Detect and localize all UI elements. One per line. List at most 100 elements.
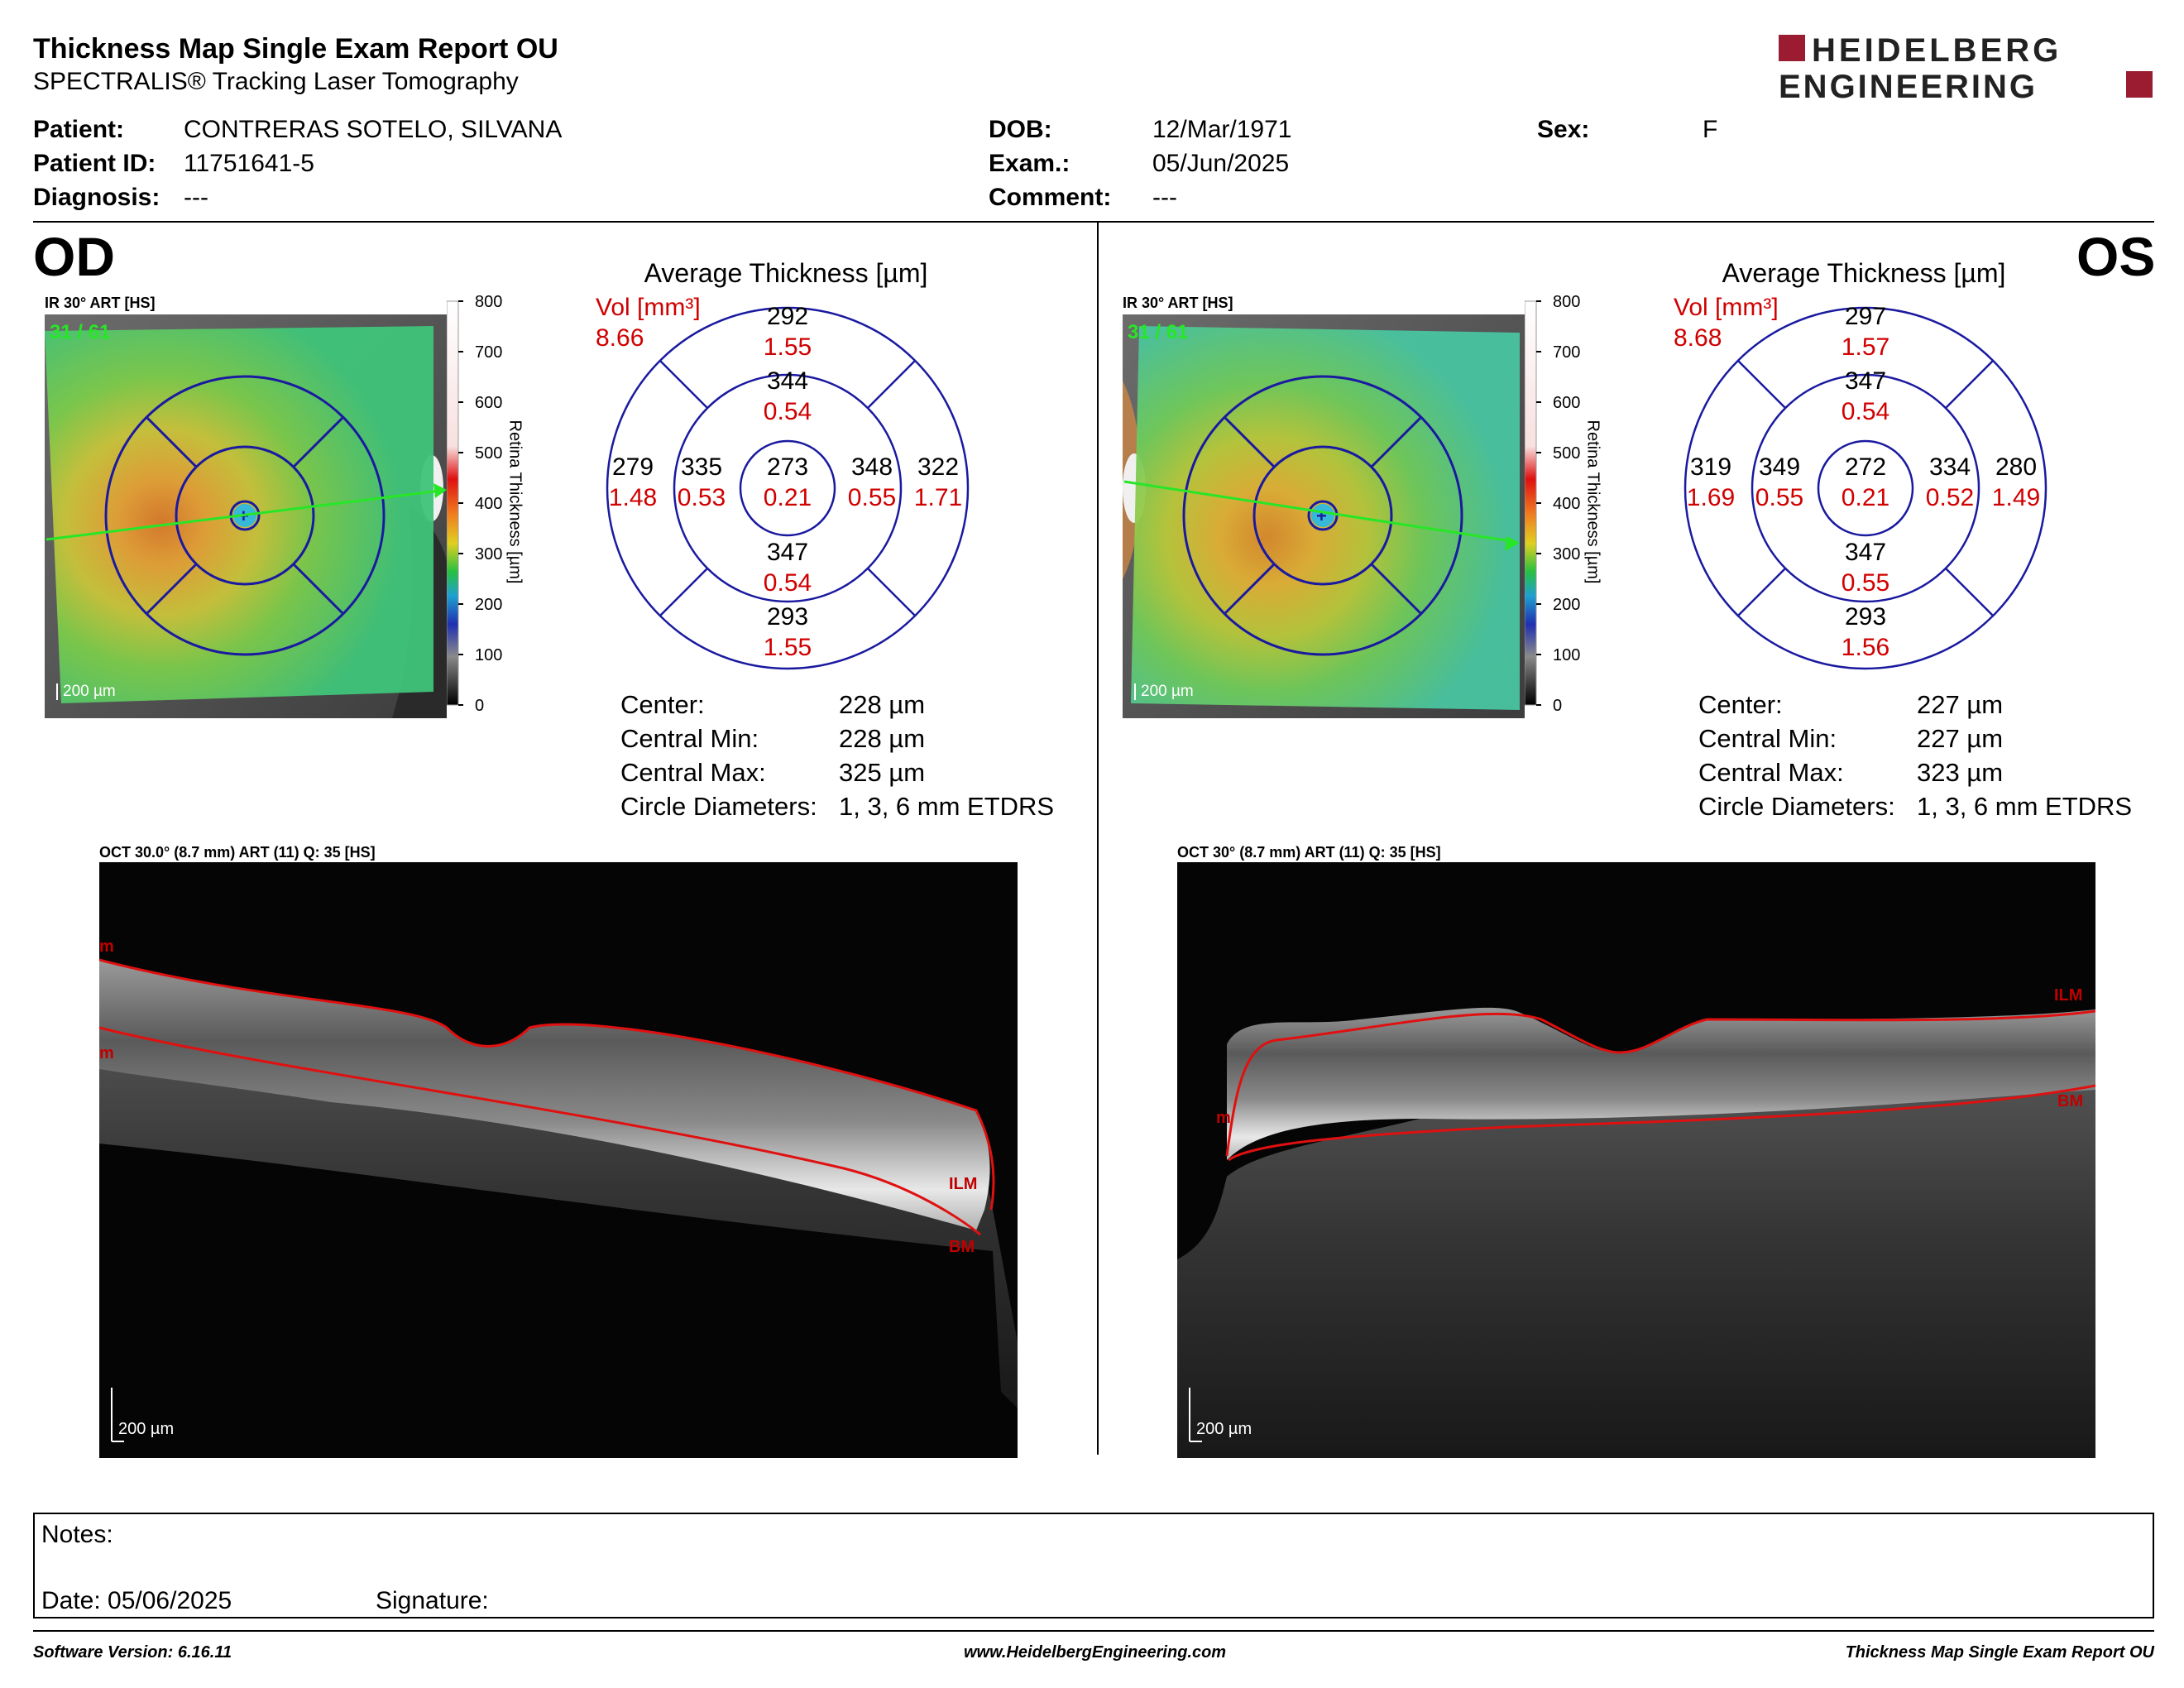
patient-id: 11751641-5 bbox=[184, 150, 314, 177]
os-cb-title: Retina Thickness [µm] bbox=[1583, 420, 1602, 584]
od-min-label: Central Min: bbox=[620, 724, 759, 753]
os-diam-label: Circle Diameters: bbox=[1698, 792, 1895, 821]
os-outer-inferior-vol: 1.56 bbox=[1841, 634, 1890, 661]
os-inner-inferior-vol: 0.55 bbox=[1841, 569, 1890, 597]
od-inner-superior-thk: 344 bbox=[766, 367, 809, 395]
od-oct-scale: 200 µm bbox=[118, 1420, 175, 1438]
od-vol-label: Vol [mm³] bbox=[596, 294, 701, 321]
os-center-thk: 272 bbox=[1844, 453, 1887, 481]
od-inner-temporal-thk: 335 bbox=[680, 453, 723, 481]
sex-value: F bbox=[1703, 116, 1718, 143]
od-inner-nasal-thk: 348 bbox=[850, 453, 893, 481]
exam-value: 05/Jun/2025 bbox=[1152, 150, 1290, 177]
patient-label: Patient: bbox=[33, 116, 125, 143]
od-bm-label: BM bbox=[949, 1238, 975, 1256]
od-diam-value: 1, 3, 6 mm ETDRS bbox=[839, 792, 1055, 821]
os-cb-tick-300: 300 bbox=[1553, 545, 1581, 563]
os-max-label: Central Max: bbox=[1698, 758, 1844, 787]
os-min-value: 227 µm bbox=[1917, 724, 2004, 753]
os-bm-label: BM bbox=[2057, 1092, 2084, 1110]
notes-box[interactable]: Notes: Date: 05/06/2025 Signature: bbox=[33, 1513, 2154, 1618]
od-ir-scale: 200 µm bbox=[63, 683, 116, 700]
os-outer-inferior-thk: 293 bbox=[1844, 603, 1887, 631]
os-cb-tick-100: 100 bbox=[1553, 646, 1581, 664]
os-outer-nasal-thk: 280 bbox=[1995, 453, 2038, 481]
os-center-value: 227 µm bbox=[1917, 690, 2004, 719]
od-ilm-label: ILM bbox=[949, 1175, 978, 1193]
os-inner-temporal-vol: 0.55 bbox=[1755, 484, 1804, 511]
svg-text:+: + bbox=[1316, 506, 1327, 526]
os-min-label: Central Min: bbox=[1698, 724, 1837, 753]
exam-label: Exam.: bbox=[989, 150, 1070, 177]
od-center-thk: 273 bbox=[766, 453, 809, 481]
od-outer-superior-thk: 292 bbox=[766, 303, 809, 330]
od-ir-scale-bar bbox=[56, 683, 58, 700]
os-inner-temporal-thk: 349 bbox=[1758, 453, 1801, 481]
os-max-value: 323 µm bbox=[1917, 758, 2004, 787]
od-cb-tick-0: 0 bbox=[475, 697, 485, 715]
od-cb-tick-400: 400 bbox=[475, 495, 503, 513]
os-frame-count: 31 / 61 bbox=[1128, 321, 1189, 343]
os-cb-tick-400: 400 bbox=[1553, 495, 1581, 513]
os-oct-label: OCT 30° (8.7 mm) ART (11) Q: 35 [HS] bbox=[1177, 844, 1441, 861]
os-oct-scale: 200 µm bbox=[1196, 1420, 1252, 1438]
od-max-label: Central Max: bbox=[620, 758, 766, 787]
od-cb-title: Retina Thickness [µm] bbox=[505, 420, 524, 584]
od-inner-nasal-vol: 0.55 bbox=[847, 484, 897, 511]
od-min-value: 228 µm bbox=[839, 724, 926, 753]
od-bm-left-label: m bbox=[99, 1044, 114, 1062]
od-outer-temporal-vol: 1.48 bbox=[608, 484, 658, 511]
dob-label: DOB: bbox=[989, 116, 1052, 143]
date-label: Date: 05/06/2025 bbox=[41, 1587, 232, 1614]
os-cb-tick-500: 500 bbox=[1553, 444, 1581, 463]
eye-divider bbox=[1097, 222, 1099, 1455]
os-bm-left-label: m bbox=[1216, 1109, 1231, 1127]
os-center-label: Center: bbox=[1698, 690, 1783, 719]
od-inner-temporal-vol: 0.53 bbox=[677, 484, 726, 511]
os-vol-label: Vol [mm³] bbox=[1674, 294, 1779, 321]
od-ilm-left-label: m bbox=[99, 938, 114, 956]
od-frame-count: 31 / 61 bbox=[50, 321, 111, 343]
os-ir-scale-bar bbox=[1134, 683, 1136, 700]
os-outer-superior-thk: 297 bbox=[1844, 303, 1887, 330]
website-link[interactable]: www.HeidelbergEngineering.com bbox=[964, 1643, 1227, 1662]
od-diam-label: Circle Diameters: bbox=[620, 792, 817, 821]
header-divider bbox=[33, 221, 2154, 223]
os-outer-nasal-vol: 1.49 bbox=[1991, 484, 2041, 511]
os-inner-nasal-vol: 0.52 bbox=[1925, 484, 1975, 511]
software-version: Software Version: 6.16.11 bbox=[33, 1643, 232, 1662]
od-avg-title: Average Thickness [µm] bbox=[644, 258, 928, 288]
od-cb-tick-500: 500 bbox=[475, 444, 503, 463]
comment-label: Comment: bbox=[989, 184, 1112, 211]
os-vol-total: 8.68 bbox=[1674, 324, 1722, 352]
patient-name: CONTRERAS SOTELO, SILVANA bbox=[184, 116, 563, 143]
os-inner-nasal-thk: 334 bbox=[1928, 453, 1971, 481]
dob-value: 12/Mar/1971 bbox=[1152, 116, 1292, 143]
heidelberg-logo: HEIDELBERG ENGINEERING bbox=[1779, 32, 2153, 103]
od-oct-scan bbox=[99, 862, 1018, 1458]
od-inner-inferior-thk: 347 bbox=[766, 539, 809, 566]
os-ilm-label: ILM bbox=[2054, 986, 2083, 1005]
os-inner-superior-thk: 347 bbox=[1844, 367, 1887, 395]
os-diam-value: 1, 3, 6 mm ETDRS bbox=[1917, 792, 2133, 821]
od-outer-inferior-thk: 293 bbox=[766, 603, 809, 631]
od-inner-superior-vol: 0.54 bbox=[763, 398, 812, 425]
od-outer-superior-vol: 1.55 bbox=[763, 333, 812, 361]
svg-text:HEIDELBERG: HEIDELBERG bbox=[1812, 32, 2062, 69]
od-inner-inferior-vol: 0.54 bbox=[763, 569, 812, 597]
os-ir-scale: 200 µm bbox=[1141, 683, 1194, 700]
footer-divider bbox=[33, 1630, 2154, 1632]
sex-label: Sex: bbox=[1537, 116, 1590, 143]
od-cb-tick-800: 800 bbox=[475, 293, 503, 311]
os-ir-label: IR 30° ART [HS] bbox=[1123, 295, 1233, 311]
os-cb-tick-0: 0 bbox=[1553, 697, 1563, 715]
os-outer-temporal-thk: 319 bbox=[1689, 453, 1732, 481]
os-colorbar bbox=[1525, 300, 1541, 706]
signature-label: Signature: bbox=[376, 1587, 489, 1614]
diagnosis-label: Diagnosis: bbox=[33, 184, 160, 211]
os-outer-superior-vol: 1.57 bbox=[1841, 333, 1890, 361]
od-max-value: 325 µm bbox=[839, 758, 926, 787]
comment-value: --- bbox=[1152, 184, 1177, 211]
os-cb-tick-700: 700 bbox=[1553, 343, 1581, 362]
od-outer-nasal-vol: 1.71 bbox=[913, 484, 963, 511]
